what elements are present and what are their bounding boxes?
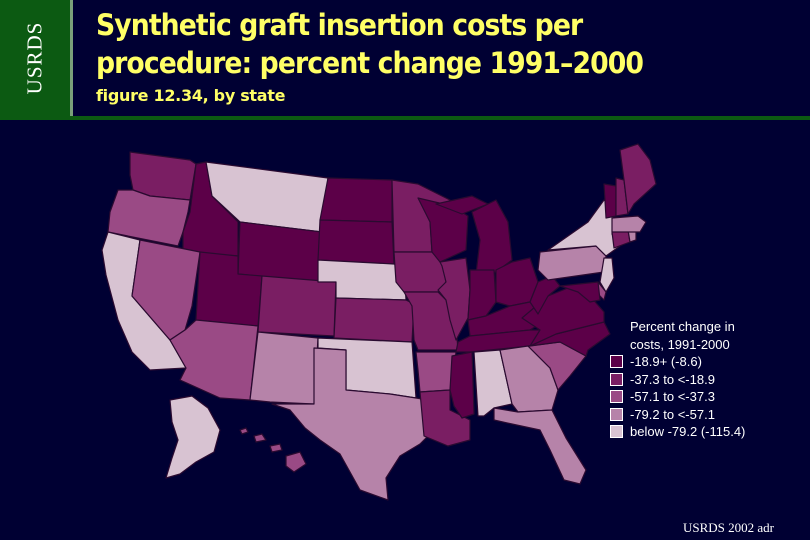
state-wy — [237, 221, 323, 283]
legend-swatch — [610, 372, 623, 386]
title-line-2: procedure: percent change 1991–2000 — [96, 46, 644, 80]
legend-label: -79.2 to <-57.1 — [630, 406, 715, 422]
legend-swatch — [610, 390, 623, 403]
state-md — [559, 281, 601, 303]
state-la — [419, 389, 471, 447]
state-fl — [493, 407, 587, 485]
footer-credit: USRDS 2002 adr — [682, 520, 774, 535]
state-ks — [333, 297, 415, 343]
state-nm — [249, 331, 319, 405]
state-hi — [239, 427, 307, 473]
slide-title: Synthetic graft insertion costs per proc… — [96, 6, 740, 82]
map-legend: Percent change in costs, 1991-2000 -18.9… — [610, 318, 800, 441]
state-az — [169, 319, 259, 401]
state-or — [107, 189, 191, 247]
state-ct — [611, 229, 631, 249]
side-tab-label: USRDS — [22, 21, 47, 95]
state-tx — [271, 347, 433, 501]
legend-label: -18.9+ (-8.6) — [630, 354, 702, 369]
state-in — [467, 269, 497, 321]
state-ma — [611, 215, 647, 233]
legend-swatch — [610, 355, 623, 368]
slide-header: USRDS Synthetic graft insertion costs pe… — [0, 0, 810, 120]
slide-subtitle: figure 12.34, by state — [96, 86, 286, 105]
legend-item: -79.2 to <-57.1 — [610, 406, 800, 424]
state-vt — [603, 183, 617, 219]
legend-swatch — [610, 425, 623, 438]
legend-item: -57.1 to <-37.3 — [610, 388, 800, 406]
state-ms — [449, 351, 475, 419]
legend-item: below -79.2 (-115.4) — [610, 423, 800, 441]
legend-title-line-1: Percent change in — [630, 319, 735, 334]
state-me — [619, 143, 657, 215]
legend-item: -18.9+ (-8.6) — [610, 353, 800, 371]
state-pa — [537, 245, 607, 281]
header-rule — [0, 116, 810, 120]
usrds-side-tab: USRDS — [0, 0, 73, 116]
legend-item: -37.3 to <-18.9 — [610, 371, 800, 389]
state-ak — [165, 395, 221, 479]
legend-label: below -79.2 (-115.4) — [630, 424, 746, 439]
state-nj — [599, 257, 615, 293]
title-line-1: Synthetic graft insertion costs per — [96, 8, 583, 42]
legend-title-line-2: costs, 1991-2000 — [630, 336, 730, 352]
legend-label: -37.3 to <-18.9 — [630, 371, 715, 387]
state-nd — [319, 177, 393, 223]
us-choropleth-map — [101, 143, 657, 501]
state-il — [437, 257, 471, 341]
legend-swatch — [610, 407, 623, 421]
state-sd — [317, 219, 395, 265]
state-co — [257, 275, 337, 337]
legend-label: -57.1 to <-37.3 — [630, 389, 715, 404]
